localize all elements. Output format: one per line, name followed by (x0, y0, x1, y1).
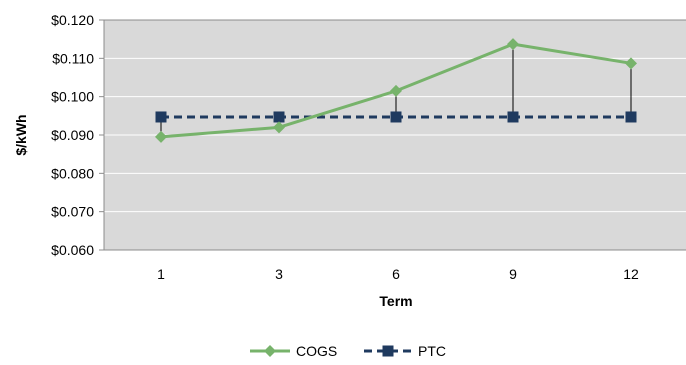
y-tick-label: $0.090 (51, 127, 94, 143)
x-tick-label: 9 (509, 266, 517, 282)
ptc-point (155, 111, 167, 123)
ptc-point (507, 111, 519, 123)
cogs-point (273, 121, 285, 134)
x-tick-label: 3 (275, 266, 283, 282)
cogs-point (507, 38, 519, 51)
x-tick-label: 1 (157, 266, 165, 282)
y-tick-label: $0.100 (51, 89, 94, 105)
legend-ptc-label: PTC (418, 343, 446, 359)
cogs-point (155, 130, 167, 143)
cogs-point (625, 57, 637, 70)
ptc-point (273, 111, 285, 123)
y-tick-label: $0.070 (51, 204, 94, 220)
legend-cogs-marker (264, 345, 276, 357)
y-tick-label: $0.060 (51, 242, 94, 258)
y-axis-ticks: $0.060 $0.070 $0.080 $0.090 $0.100 $0.110 $0.1… (51, 12, 104, 258)
y-axis-title: $/kWh (13, 114, 29, 155)
ptc-point (390, 111, 402, 123)
x-axis-ticks: 1 3 6 9 12 (157, 266, 639, 282)
x-axis-title: Term (379, 293, 412, 309)
y-tick-label: $0.120 (51, 12, 94, 28)
series (155, 38, 637, 143)
x-tick-label: 6 (392, 266, 400, 282)
y-tick-label: $0.080 (51, 165, 94, 181)
x-tick-label: 12 (623, 266, 639, 282)
y-tick-label: $0.110 (52, 50, 94, 66)
ptc-point (625, 111, 637, 123)
cogs-point (390, 84, 402, 97)
legend: COGS PTC (250, 343, 446, 359)
legend-ptc-marker (382, 345, 394, 357)
legend-cogs-label: COGS (296, 343, 337, 359)
